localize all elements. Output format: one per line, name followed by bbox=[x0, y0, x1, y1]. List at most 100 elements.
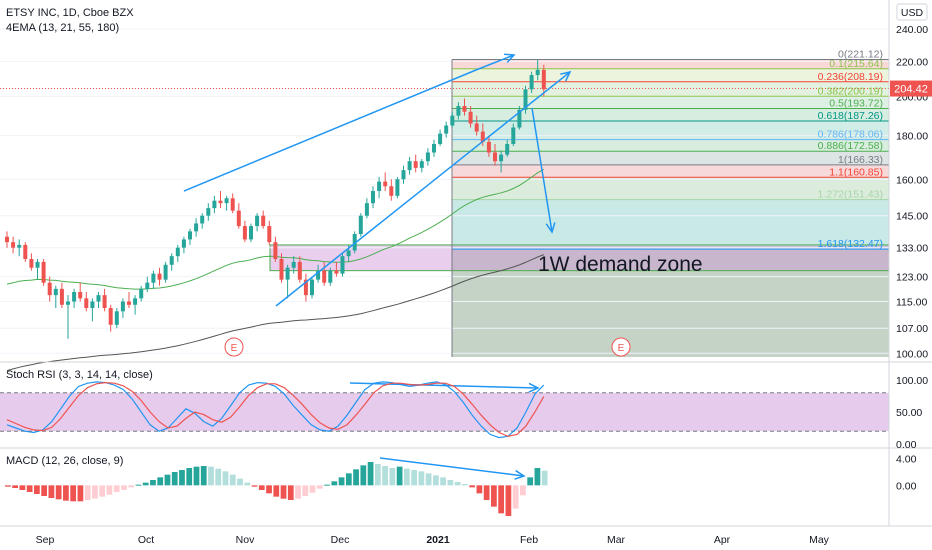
candle bbox=[66, 295, 70, 339]
macd-pane[interactable]: MACD (12, 26, close, 9) bbox=[5, 455, 548, 516]
candle bbox=[224, 195, 229, 211]
candle bbox=[523, 85, 528, 114]
macd-histogram bbox=[5, 462, 548, 516]
earnings-marker-2[interactable]: E bbox=[611, 337, 631, 357]
macd-bar bbox=[469, 485, 476, 488]
macd-bar bbox=[512, 485, 519, 509]
time-axis[interactable]: Sep Oct Nov Dec 2021 Feb Mar Apr May bbox=[36, 534, 830, 546]
macd-bar bbox=[84, 485, 91, 500]
upper-channel-line[interactable] bbox=[183, 69, 477, 192]
candle bbox=[29, 253, 34, 271]
macd-bar bbox=[70, 485, 77, 502]
candle bbox=[407, 156, 412, 175]
macd-bar bbox=[193, 466, 200, 486]
stoch-rsi-lines bbox=[0, 381, 889, 439]
macd-bar bbox=[113, 485, 120, 492]
fib-zone-fill bbox=[452, 139, 889, 152]
candle bbox=[206, 203, 211, 221]
time-tick-label: Feb bbox=[520, 534, 538, 546]
candle bbox=[108, 304, 113, 332]
candle bbox=[133, 295, 138, 315]
candle bbox=[425, 148, 430, 166]
fib-zone-fill bbox=[452, 59, 889, 69]
macd-bar bbox=[92, 485, 98, 499]
candle bbox=[230, 193, 235, 214]
earnings-marker-1[interactable]: E bbox=[224, 337, 244, 357]
last-price-badge: 204.42 bbox=[890, 80, 932, 97]
time-tick-label: Mar bbox=[607, 534, 626, 546]
candle bbox=[218, 191, 223, 209]
stoch-divergence-arrow[interactable] bbox=[349, 382, 539, 389]
candle bbox=[340, 253, 345, 277]
fib-zone-fill bbox=[452, 151, 889, 165]
fib-level-label: 0.886(172.58) bbox=[818, 140, 883, 152]
candle bbox=[285, 264, 290, 299]
candles bbox=[5, 59, 546, 339]
macd-bar bbox=[331, 481, 338, 486]
price-tick-label: 160.00 bbox=[896, 174, 928, 186]
time-tick-label: Apr bbox=[714, 534, 731, 546]
upper-channel-arrow[interactable] bbox=[475, 54, 515, 71]
macd-divergence-arrow[interactable] bbox=[379, 457, 525, 477]
candle bbox=[316, 264, 321, 283]
candle bbox=[438, 129, 443, 147]
fib-level-label: 0.382(200.19) bbox=[818, 85, 883, 97]
stoch-d-line bbox=[6, 381, 545, 437]
macd-bar bbox=[302, 485, 309, 496]
fib-level-label: 0.1(215.64) bbox=[829, 58, 883, 70]
candle bbox=[145, 276, 150, 292]
candle bbox=[419, 159, 424, 173]
stoch-rsi-band bbox=[0, 392, 889, 432]
candle bbox=[297, 256, 302, 283]
price-pane[interactable]: 1W demand zone E E ETSY INC, 1D, Cboe BZ… bbox=[0, 7, 890, 480]
stoch-rsi-tick-label: 100.00 bbox=[896, 375, 928, 387]
macd-bar bbox=[186, 468, 193, 486]
fib-level-label: 0.786(178.06) bbox=[818, 129, 883, 141]
macd-bar bbox=[498, 485, 505, 514]
macd-bar bbox=[273, 485, 280, 497]
price-tick-label: 220.00 bbox=[896, 56, 928, 68]
macd-bar bbox=[157, 477, 164, 486]
candle bbox=[194, 218, 199, 237]
macd-bar bbox=[462, 484, 468, 486]
time-tick-label: 2021 bbox=[426, 534, 450, 546]
macd-bar bbox=[345, 473, 352, 486]
macd-bar bbox=[121, 485, 127, 490]
price-grid bbox=[0, 28, 889, 354]
target-arrow[interactable] bbox=[531, 107, 553, 233]
fib-zone-fill bbox=[452, 249, 889, 357]
candle bbox=[517, 106, 522, 130]
candle bbox=[35, 258, 40, 280]
candle bbox=[23, 242, 28, 262]
macd-bar bbox=[19, 485, 26, 490]
lower-channel-arrow[interactable] bbox=[275, 71, 571, 307]
candle bbox=[249, 223, 253, 243]
candle bbox=[358, 213, 363, 237]
macd-bar bbox=[324, 484, 330, 486]
macd-bar bbox=[367, 462, 374, 486]
candle bbox=[413, 154, 418, 173]
stoch-rsi-pane[interactable]: Stoch RSI (3, 3, 14, 14, close) bbox=[0, 369, 889, 439]
candle bbox=[114, 308, 119, 329]
candle bbox=[474, 115, 479, 136]
macd-bar bbox=[215, 468, 222, 486]
macd-bar bbox=[418, 471, 425, 486]
fib-retracement-lines bbox=[0, 58, 889, 357]
macd-bar bbox=[12, 485, 19, 488]
candle bbox=[432, 139, 436, 157]
stoch-k-line bbox=[6, 381, 545, 439]
currency-button[interactable]: USD bbox=[896, 3, 928, 21]
stoch-rsi-title: Stoch RSI (3, 3, 14, 14, close) bbox=[6, 369, 153, 381]
price-tick-label: 133.00 bbox=[896, 243, 928, 255]
candle bbox=[53, 285, 58, 309]
price-tick-label: 180.00 bbox=[896, 131, 928, 143]
macd-bar bbox=[316, 485, 323, 489]
stoch-rsi-tick-label: 50.00 bbox=[896, 407, 922, 419]
chart-title: ETSY INC, 1D, Cboe BZX bbox=[6, 7, 134, 19]
candle bbox=[90, 298, 95, 322]
candle bbox=[511, 123, 516, 147]
candle bbox=[188, 228, 192, 245]
candle bbox=[212, 195, 217, 214]
candle bbox=[169, 253, 174, 271]
